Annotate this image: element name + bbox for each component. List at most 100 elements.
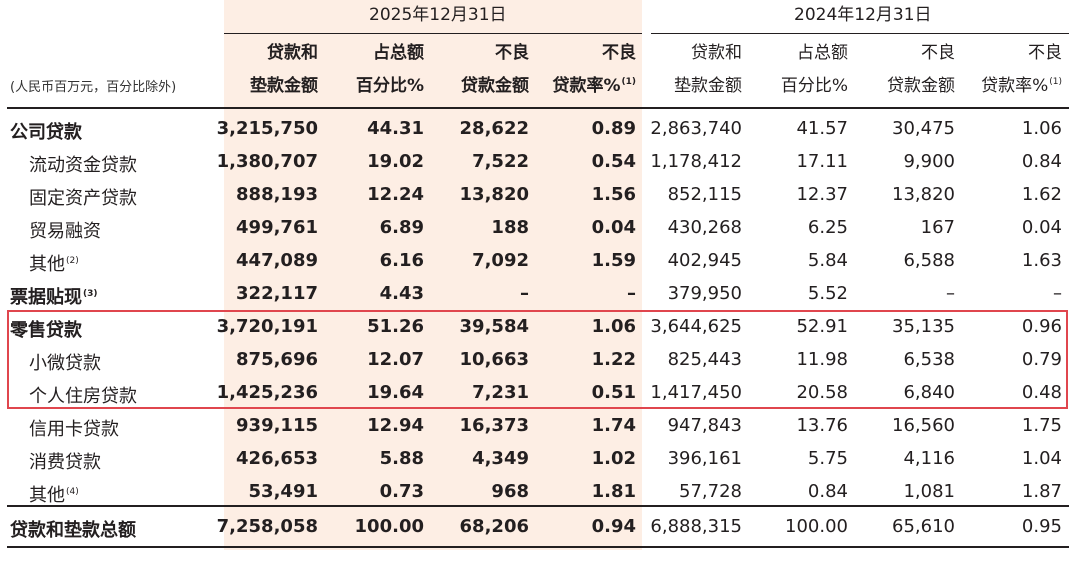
column-header-8-line2: 贷款率%(1): [942, 78, 1062, 95]
cell-value: 12.07: [367, 349, 424, 370]
column-header-4-line1: 不良: [602, 43, 636, 63]
cell-value: 0.73: [379, 481, 424, 502]
cell-value: 426,653: [236, 448, 318, 469]
cell-value: 167: [920, 217, 955, 238]
cell-value: –: [1053, 283, 1062, 304]
cell-value: 0.95: [1021, 516, 1062, 537]
column-header-text: 贷款率%: [552, 76, 621, 96]
cell-value: 6.89: [379, 217, 424, 238]
cell-value: 51.26: [367, 316, 424, 337]
row-label-text: 小微贷款: [29, 353, 101, 374]
cell-value: 1.81: [591, 481, 636, 502]
table-row: 票据贴现(3) 322,117 4.43 – – 379,950 5.52 – –: [0, 276, 1080, 309]
cell-value: 100.00: [785, 516, 848, 537]
cell-value: 6,888,315: [650, 516, 742, 537]
cell-value: 1.56: [591, 184, 636, 205]
cell-value: –: [627, 283, 636, 304]
column-header-6-line1: 占总额: [797, 43, 848, 63]
cell-value: 0.89: [591, 118, 636, 139]
cell-value: 0.94: [591, 516, 636, 537]
cell-value: 825,443: [667, 349, 742, 370]
cell-value: 1.02: [591, 448, 636, 469]
row-label: 零售贷款: [10, 316, 82, 342]
table-row: 固定资产贷款 888,193 12.24 13,820 1.56 852,115 12.37…: [0, 177, 1080, 210]
cell-value: 19.02: [367, 151, 424, 172]
cell-value: 447,089: [236, 250, 318, 271]
cell-value: 30,475: [892, 118, 955, 139]
cell-value: 430,268: [667, 217, 742, 238]
column-header-5-line2: 垫款金额: [622, 78, 742, 95]
footnote-marker: (1): [621, 77, 637, 87]
cell-value: 4,349: [472, 448, 529, 469]
cell-value: 3,720,191: [216, 316, 318, 337]
cell-value: 12.94: [367, 415, 424, 436]
row-label: 小微贷款: [29, 349, 101, 375]
row-label-text: 公司贷款: [10, 122, 82, 143]
cell-value: 7,522: [472, 151, 529, 172]
cell-value: 13.76: [796, 415, 848, 436]
cell-value: 13,820: [459, 184, 529, 205]
column-header-8-line1: 不良: [1028, 43, 1062, 63]
row-label: 流动资金贷款: [29, 151, 137, 177]
column-header-text: 贷款金额: [887, 76, 955, 96]
row-label: 公司贷款: [10, 118, 82, 144]
column-header-text: 百分比%: [780, 76, 848, 96]
row-label: 固定资产贷款: [29, 184, 137, 210]
unit-note: (人民币百万元，百分比除外): [10, 80, 177, 95]
table-row: 其他(2) 447,089 6.16 7,092 1.59 402,945 5.84 6,58…: [0, 243, 1080, 276]
cell-value: 499,761: [236, 217, 318, 238]
rule-2025: [224, 33, 642, 34]
row-label-text: 个人住房贷款: [29, 386, 137, 407]
cell-value: 379,950: [667, 283, 742, 304]
row-label-text: 贷款和垫款总额: [10, 520, 136, 541]
cell-value: 0.51: [591, 382, 636, 403]
row-label: 票据贴现(3): [10, 283, 98, 309]
table-row: 零售贷款 3,720,191 51.26 39,584 1.06 3,644,625 52.…: [0, 309, 1080, 342]
year-header-2024: 2024年12月31日: [794, 5, 932, 25]
cell-value: 4,116: [903, 448, 955, 469]
cell-value: 17.11: [796, 151, 848, 172]
cell-value: 10,663: [459, 349, 529, 370]
cell-value: 888,193: [236, 184, 318, 205]
cell-value: 939,115: [236, 415, 318, 436]
cell-value: 3,215,750: [216, 118, 318, 139]
cell-value: 39,584: [459, 316, 529, 337]
cell-value: 6.25: [807, 217, 848, 238]
row-label-text: 票据贴现: [10, 287, 82, 308]
cell-value: 6,840: [903, 382, 955, 403]
cell-value: 57,728: [679, 481, 742, 502]
cell-value: 0.04: [1021, 217, 1062, 238]
row-label-text: 固定资产贷款: [29, 188, 137, 209]
row-label: 信用卡贷款: [29, 415, 119, 441]
cell-value: 5.52: [807, 283, 848, 304]
column-header-1-line2: 垫款金额: [198, 78, 318, 95]
cell-value: 6,588: [903, 250, 955, 271]
cell-value: 65,610: [892, 516, 955, 537]
header-rule: [7, 107, 1069, 109]
cell-value: 0.96: [1021, 316, 1062, 337]
retail-loans-highlight-box: [7, 310, 1068, 409]
cell-value: 16,560: [892, 415, 955, 436]
cell-value: 0.84: [807, 481, 848, 502]
row-label-text: 消费贷款: [29, 452, 101, 473]
table-row: 信用卡贷款 939,115 12.94 16,373 1.74 947,843 13.76 1…: [0, 408, 1080, 441]
total-rule-bottom: [7, 546, 1069, 548]
cell-value: 5.75: [807, 448, 848, 469]
column-header-2-line1: 占总额: [373, 43, 424, 63]
cell-value: 41.57: [796, 118, 848, 139]
column-header-3-line2: 贷款金额: [409, 78, 529, 95]
cell-value: 2,863,740: [650, 118, 742, 139]
cell-value: 396,161: [667, 448, 742, 469]
row-label: 其他(2): [29, 250, 79, 276]
cell-value: 947,843: [667, 415, 742, 436]
cell-value: 188: [491, 217, 529, 238]
footnote-marker: (1): [1049, 77, 1062, 87]
cell-value: 5.84: [807, 250, 848, 271]
row-label-text: 流动资金贷款: [29, 155, 137, 176]
cell-value: 4.43: [379, 283, 424, 304]
row-label-text: 信用卡贷款: [29, 419, 119, 440]
cell-value: 6,538: [903, 349, 955, 370]
cell-value: 68,206: [459, 516, 529, 537]
cell-value: 322,117: [236, 283, 318, 304]
